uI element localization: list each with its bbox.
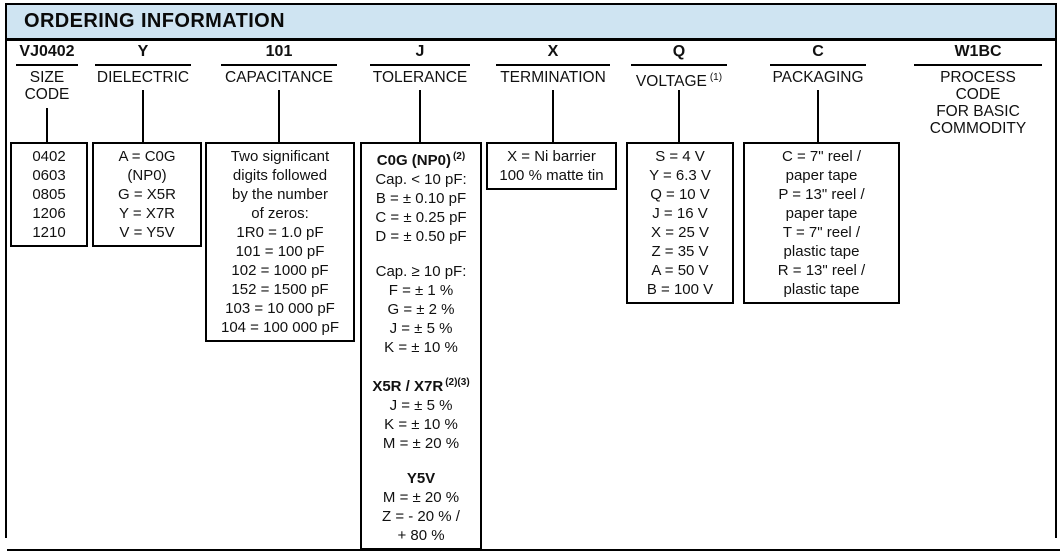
column-label-termination: TERMINATION [500,69,606,86]
page-bottom-rule [7,549,1060,551]
connector-line [278,90,280,142]
connector-line [817,90,819,142]
footnote-ref-icon: (2) [452,151,466,162]
tolerance-box: C0G (NP0) (2) Cap. < 10 pF: B = ± 0.10 pF… [360,142,482,550]
column-label-size-code: SIZE CODE [24,69,70,103]
tolerance-section-c0g: C0G (NP0) (2) Cap. < 10 pF: B = ± 0.10 pF… [363,147,479,246]
tolerance-lines: Cap. ≥ 10 pF: F = ± 1 % G = ± 2 % J = ± … [375,263,467,356]
capacitance-box: Two significant digits followed by the n… [205,142,355,342]
column-label-process-code: PROCESS CODE FOR BASIC COMMODITY [929,69,1027,137]
tolerance-section-y5v: Y5V M = ± 20 % Z = - 20 % / + 80 % [363,469,479,545]
code-underline [221,64,337,66]
column-label-packaging: PACKAGING [772,69,864,86]
code-underline [631,64,727,66]
size-code-box: 0402 0603 0805 1206 1210 [10,142,88,247]
voltage-label-text: VOLTAGE [635,73,707,91]
tolerance-section-x5r-x7r: X5R / X7R (2)(3) J = ± 5 % K = ± 10 % M =… [363,373,479,453]
code-underline [370,64,470,66]
footnote-ref-icon: (2)(3) [445,377,470,388]
header-band: ORDERING INFORMATION [7,5,1055,41]
tolerance-section-heading: C0G (NP0) (2) [363,147,479,170]
termination-box: X = Ni barrier 100 % matte tin [486,142,617,190]
tolerance-lines: Cap. < 10 pF: B = ± 0.10 pF C = ± 0.25 p… [375,171,467,245]
connector-line [46,108,48,142]
code-packaging: C [812,43,824,60]
tolerance-section-c0g-ge10: Cap. ≥ 10 pF: F = ± 1 % G = ± 2 % J = ± … [363,262,479,357]
column-label-capacitance: CAPACITANCE [225,69,333,86]
voltage-box: S = 4 V Y = 6.3 V Q = 10 V J = 16 V X = … [626,142,734,304]
tolerance-heading-text: C0G (NP0) [376,152,451,169]
connector-line [678,90,680,142]
packaging-box: C = 7" reel / paper tape P = 13" reel / … [743,142,900,304]
connector-line [552,90,554,142]
tolerance-lines: J = ± 5 % K = ± 10 % M = ± 20 % [382,397,460,452]
code-tolerance: J [415,43,425,60]
code-voltage: Q [672,43,686,60]
code-underline [914,64,1042,66]
tolerance-section-heading: Y5V [363,469,479,488]
tolerance-section-heading: X5R / X7R (2)(3) [363,373,479,396]
code-dielectric: Y [137,43,149,60]
tolerance-heading-text: X5R / X7R [372,378,444,395]
dielectric-box: A = C0G (NP0) G = X5R Y = X7R V = Y5V [92,142,202,247]
page-title: ORDERING INFORMATION [24,10,285,32]
code-size: VJ0402 [19,43,75,60]
code-capacitance: 101 [265,43,293,60]
column-label-dielectric: DIELECTRIC [96,69,190,86]
footnote-ref-icon: (1) [709,72,723,83]
code-underline [496,64,610,66]
connector-line [419,90,421,142]
column-label-voltage: VOLTAGE (1) [636,69,722,90]
connector-line [142,90,144,142]
table-frame: ORDERING INFORMATION [5,3,1057,538]
code-underline [95,64,191,66]
tolerance-heading-text: Y5V [406,470,436,487]
column-label-tolerance: TOLERANCE [372,69,468,86]
code-underline [16,64,78,66]
code-process: W1BC [954,43,1002,60]
tolerance-lines: M = ± 20 % Z = - 20 % / + 80 % [382,489,460,544]
code-underline [770,64,866,66]
code-termination: X [547,43,559,60]
